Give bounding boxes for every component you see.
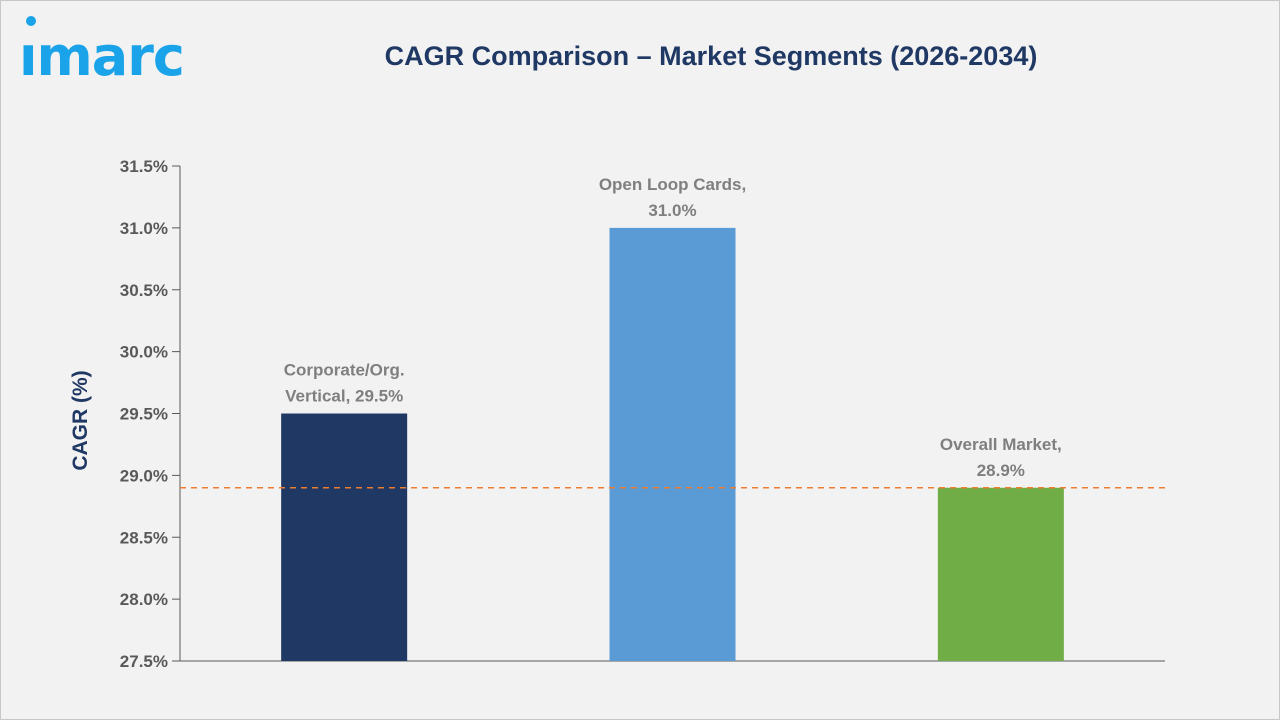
- data-label: Open Loop Cards,: [599, 175, 746, 194]
- data-label: 28.9%: [977, 461, 1025, 480]
- y-tick-label: 31.0%: [120, 219, 168, 238]
- y-tick-label: 28.5%: [120, 528, 168, 547]
- y-tick-label: 30.0%: [120, 343, 168, 362]
- svg-text:ımarc: ımarc: [19, 25, 184, 81]
- y-tick-label: 29.0%: [120, 466, 168, 485]
- y-tick-label: 27.5%: [120, 652, 168, 671]
- data-label: Corporate/Org.: [284, 361, 405, 380]
- bar-2: [609, 227, 736, 661]
- y-tick-label: 31.5%: [120, 157, 168, 176]
- chart-title: CAGR Comparison – Market Segments (2026-…: [384, 41, 1038, 71]
- y-tick-label: 30.5%: [120, 281, 168, 300]
- data-label: Vertical, 29.5%: [285, 387, 403, 406]
- y-tick-label: 29.5%: [120, 405, 168, 424]
- data-label: Overall Market,: [940, 435, 1062, 454]
- bar-3: [937, 487, 1064, 661]
- data-label: 31.0%: [648, 201, 696, 220]
- imarc-logo: ımarc: [19, 16, 185, 81]
- y-tick-label: 28.0%: [120, 590, 168, 609]
- y-axis-title: CAGR (%): [69, 370, 92, 470]
- bar-1: [281, 413, 408, 661]
